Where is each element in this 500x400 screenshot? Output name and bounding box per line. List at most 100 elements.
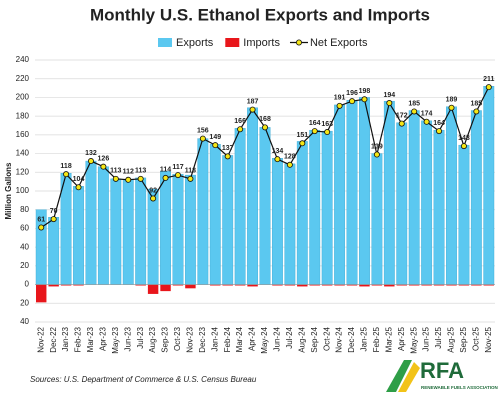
bar	[197, 138, 209, 285]
value-label: 113	[135, 168, 146, 175]
bar	[284, 163, 296, 285]
value-label: 61	[37, 216, 45, 223]
y-tick-label: 180	[16, 111, 30, 120]
marker	[261, 124, 268, 131]
value-label: 185	[408, 100, 420, 107]
logo-mark	[386, 360, 412, 392]
value-label: 139	[371, 143, 383, 150]
bar	[209, 144, 221, 285]
marker	[299, 140, 306, 147]
bar	[433, 129, 445, 285]
bar	[247, 107, 258, 285]
bar	[408, 110, 420, 285]
bar	[222, 284, 233, 286]
bar	[60, 284, 72, 286]
logo: RFA RENEWABLE FUELS ASSOCIATION	[386, 358, 498, 392]
source: Sources: U.S. Department of Commerce & U…	[30, 375, 257, 384]
marker	[150, 195, 157, 202]
value-label: 114	[160, 167, 171, 174]
value-label: 198	[359, 88, 371, 95]
value-label: 166	[234, 118, 246, 125]
bar	[421, 120, 433, 285]
x-tick-label: Feb-25	[372, 326, 381, 352]
value-label: 92	[149, 187, 157, 194]
marker	[485, 84, 492, 91]
bar	[309, 284, 320, 286]
bar	[210, 284, 221, 286]
value-label: 211	[483, 76, 494, 83]
bar	[371, 153, 383, 285]
value-label: 113	[110, 168, 121, 175]
x-tick-label: Aug-23	[148, 326, 157, 352]
marker	[199, 135, 206, 142]
bar	[321, 284, 333, 286]
value-label: 132	[85, 150, 97, 157]
bar	[458, 284, 470, 286]
legend-label: Net Exports	[310, 37, 368, 49]
marker	[50, 216, 57, 223]
marker	[436, 128, 443, 135]
marker	[174, 172, 181, 179]
x-tick-label: Jan-24	[210, 326, 219, 351]
value-label: 189	[446, 97, 458, 104]
y-tick-label: 100	[16, 186, 30, 195]
bar	[483, 284, 495, 286]
x-tick-label: Apr-25	[397, 326, 406, 351]
marker	[473, 108, 480, 115]
legend-swatch	[295, 39, 302, 46]
y-tick-label: 200	[16, 93, 30, 102]
bar	[359, 284, 370, 287]
chart-title: Monthly U.S. Ethanol Exports and Imports	[90, 5, 430, 24]
value-label: 70	[50, 208, 58, 215]
x-tick-label: Feb-24	[223, 326, 232, 352]
x-tick-label: Jul-23	[136, 326, 145, 348]
bar	[433, 284, 445, 286]
x-tick-label: Dec-24	[347, 326, 356, 352]
bar	[272, 284, 283, 286]
value-label: 185	[471, 100, 483, 107]
bar	[446, 284, 457, 286]
bar	[247, 284, 258, 287]
legend-label: Exports	[176, 37, 214, 49]
marker	[386, 100, 393, 107]
bar	[334, 284, 345, 286]
legend-label: Imports	[243, 37, 280, 49]
value-label: 156	[197, 127, 209, 134]
x-tick-label: Jul-24	[285, 326, 294, 348]
marker	[75, 184, 82, 191]
bar	[396, 122, 408, 285]
bar	[371, 284, 383, 286]
y-tick-label: 20	[20, 298, 29, 307]
y-tick-label: 240	[16, 55, 30, 64]
x-tick-label: May-23	[111, 326, 120, 353]
marker	[125, 176, 132, 183]
bar	[160, 171, 171, 285]
x-tick-label: Oct-24	[322, 326, 331, 351]
y-tick-label: 80	[20, 205, 29, 214]
bar	[483, 85, 495, 285]
x-tick-label: Jan-23	[61, 326, 70, 351]
x-tick-label: Sep-23	[161, 326, 170, 352]
x-tick-label: Sep-24	[310, 326, 319, 352]
bar	[73, 284, 84, 286]
y-tick-label: 40	[20, 317, 29, 326]
legend: Exports Imports Net Exports	[158, 37, 368, 49]
marker	[460, 143, 467, 150]
x-tick-label: Dec-22	[49, 326, 58, 352]
x-tick-label: Nov-25	[484, 326, 493, 352]
value-label: 163	[321, 121, 333, 128]
logo-tagline: RENEWABLE FUELS ASSOCIATION	[421, 385, 498, 390]
value-label: 164	[309, 120, 321, 127]
marker	[324, 129, 331, 136]
y-tick-label: 40	[20, 242, 29, 251]
y-tick-label: 0	[25, 280, 30, 289]
x-tick-label: Mar-23	[86, 326, 95, 352]
bar	[73, 186, 84, 285]
bar	[147, 284, 159, 294]
marker	[112, 175, 119, 182]
marker	[361, 96, 368, 103]
legend-swatch	[158, 38, 172, 47]
bar	[346, 100, 358, 285]
bar	[259, 127, 271, 285]
